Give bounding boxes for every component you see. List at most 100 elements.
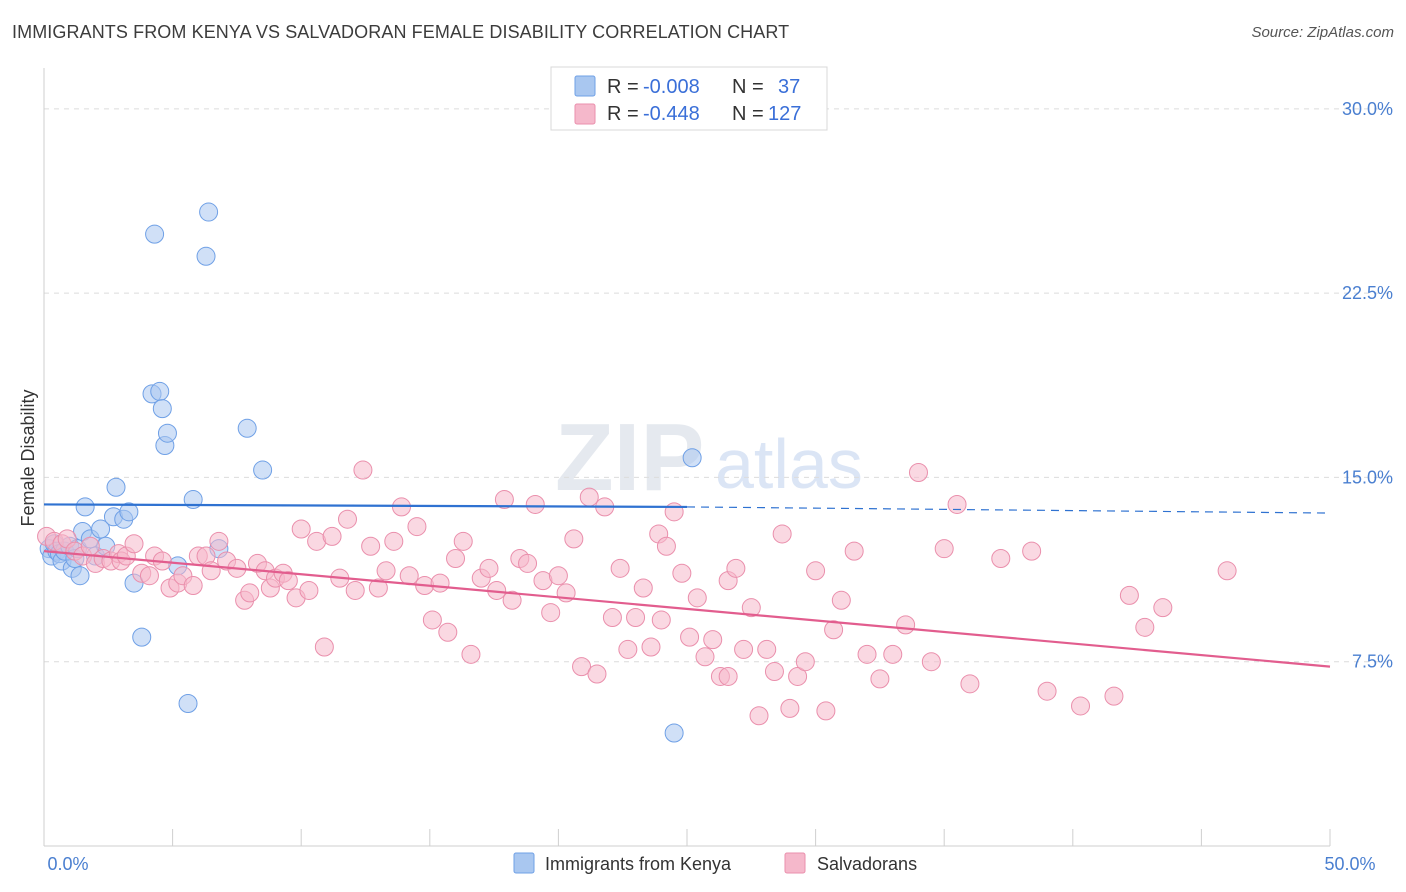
salvadoran-point bbox=[656, 536, 676, 556]
salvadoran-point bbox=[780, 698, 800, 718]
salvadoran-point bbox=[824, 620, 844, 640]
salvadoran-point bbox=[314, 637, 334, 657]
chart-source: Source: ZipAtlas.com bbox=[1251, 24, 1394, 41]
kenya-point bbox=[145, 224, 165, 244]
salvadoran-point bbox=[461, 644, 481, 664]
salvadoran-point bbox=[844, 541, 864, 561]
axes: 7.5% 15.0% 22.5% 30.0% 0.0% 50.0% bbox=[43, 68, 1393, 874]
legend-n-label: N = bbox=[732, 103, 764, 125]
salvadoran-point bbox=[139, 566, 159, 586]
legend-r-value: -0.008 bbox=[643, 76, 700, 98]
bottom-legend-swatch-salvadorans bbox=[784, 852, 806, 874]
gridlines bbox=[44, 108, 1392, 663]
salvadoran-point bbox=[921, 652, 941, 672]
legend-r-value: -0.448 bbox=[643, 103, 700, 125]
kenya-point bbox=[157, 423, 177, 443]
salvadoran-point bbox=[1104, 686, 1124, 706]
kenya-trendline bbox=[43, 503, 688, 509]
series-legend: Immigrants from Kenya Salvadorans bbox=[513, 852, 917, 874]
salvadoran-point bbox=[518, 553, 538, 573]
salvadoran-point bbox=[908, 463, 928, 483]
salvadoran-point bbox=[734, 639, 754, 659]
salvadoran-point bbox=[651, 610, 671, 630]
salvadoran-point bbox=[870, 669, 890, 689]
salvadoran-point bbox=[672, 563, 692, 583]
salvadoran-point bbox=[572, 657, 592, 677]
salvadoran-point bbox=[757, 639, 777, 659]
salvadoran-point bbox=[399, 566, 419, 586]
kenya-point bbox=[199, 202, 219, 222]
trendlines bbox=[43, 503, 1331, 668]
salvadoran-point bbox=[368, 578, 388, 598]
salvadoran-point bbox=[479, 558, 499, 578]
salvadoran-point bbox=[299, 580, 319, 600]
stats-legend: R = -0.008 N = 37 R = -0.448 N = 127 bbox=[550, 66, 828, 131]
salvadoran-point bbox=[741, 598, 761, 618]
kenya-point bbox=[150, 381, 170, 401]
salvadoran-point bbox=[749, 706, 769, 726]
salvadoran-point bbox=[1022, 541, 1042, 561]
salvadoran-point bbox=[548, 566, 568, 586]
salvadoran-point bbox=[579, 487, 599, 507]
kenya-point bbox=[119, 502, 139, 522]
chart-title: IMMIGRANTS FROM KENYA VS SALVADORAN FEMA… bbox=[12, 22, 790, 42]
salvadoran-point bbox=[806, 561, 826, 581]
salvadoran-point bbox=[703, 630, 723, 650]
kenya-point bbox=[132, 627, 152, 647]
salvadoran-point bbox=[1071, 696, 1091, 716]
salvadoran-point bbox=[618, 639, 638, 659]
salvadoran-point bbox=[124, 534, 144, 554]
kenya-trendline-extension bbox=[686, 506, 1331, 514]
legend-swatch-salvadorans bbox=[574, 103, 596, 125]
salvadoran-point bbox=[587, 664, 607, 684]
salvadoran-point bbox=[816, 701, 836, 721]
salvadoran-point bbox=[240, 583, 260, 603]
salvadoran-point bbox=[430, 573, 450, 593]
salvadoran-point bbox=[633, 578, 653, 598]
watermark-zip: ZIP bbox=[555, 404, 704, 511]
kenya-point bbox=[196, 246, 216, 266]
watermark: ZIP atlas bbox=[555, 404, 863, 511]
kenya-point bbox=[237, 418, 257, 438]
salvadoran-point bbox=[947, 494, 967, 514]
y-axis-label: Female Disability bbox=[18, 389, 38, 526]
salvadoran-point bbox=[278, 571, 298, 591]
salvadoran-point bbox=[695, 647, 715, 667]
salvadoran-point bbox=[626, 607, 646, 627]
bottom-legend-kenya: Immigrants from Kenya bbox=[545, 854, 732, 874]
bottom-legend-swatch-kenya bbox=[513, 852, 535, 874]
kenya-point bbox=[664, 723, 684, 743]
kenya-point bbox=[178, 693, 198, 713]
salvadoran-point bbox=[564, 529, 584, 549]
salvadoran-point bbox=[718, 666, 738, 686]
salvadoran-point bbox=[602, 607, 622, 627]
salvadoran-point bbox=[680, 627, 700, 647]
salvadoran-point bbox=[991, 549, 1011, 569]
y-tick-label: 30.0% bbox=[1342, 99, 1393, 119]
salvadoran-point bbox=[1217, 561, 1237, 581]
x-tick-label: 0.0% bbox=[47, 854, 88, 874]
salvadoran-point bbox=[209, 531, 229, 551]
salvadoran-point bbox=[407, 517, 427, 537]
salvadoran-point bbox=[857, 644, 877, 664]
salvadoran-point bbox=[502, 590, 522, 610]
salvadoran-point bbox=[384, 531, 404, 551]
salvadoran-point bbox=[322, 526, 342, 546]
salvadoran-point bbox=[494, 490, 514, 510]
kenya-point bbox=[253, 460, 273, 480]
salvadoran-point bbox=[1135, 617, 1155, 637]
kenya-point bbox=[152, 399, 172, 419]
salvadoran-point bbox=[376, 561, 396, 581]
salvadoran-point bbox=[772, 524, 792, 544]
legend-n-label: N = bbox=[732, 76, 764, 98]
y-tick-label: 22.5% bbox=[1342, 283, 1393, 303]
salvadoran-point bbox=[641, 637, 661, 657]
salvadoran-point bbox=[361, 536, 381, 556]
x-tick-label: 50.0% bbox=[1324, 854, 1375, 874]
salvadoran-point bbox=[831, 590, 851, 610]
salvadoran-point bbox=[438, 622, 458, 642]
kenya-point bbox=[91, 519, 111, 539]
salvadoran-point bbox=[664, 502, 684, 522]
salvadoran-point bbox=[610, 558, 630, 578]
